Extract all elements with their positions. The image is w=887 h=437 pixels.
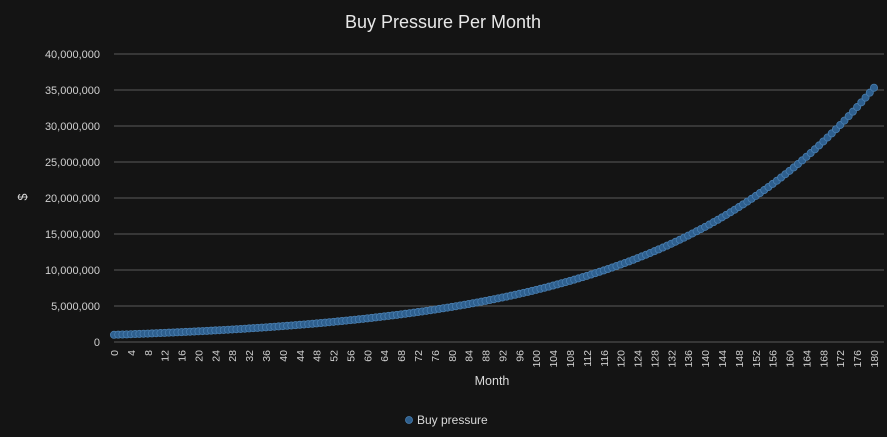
x-tick-label: 44 bbox=[295, 350, 307, 362]
x-tick-label: 136 bbox=[683, 350, 695, 368]
x-tick-label: 164 bbox=[801, 350, 813, 368]
x-tick-label: 140 bbox=[700, 350, 712, 368]
x-tick-label: 176 bbox=[852, 350, 864, 368]
x-tick-label: 88 bbox=[481, 350, 493, 362]
x-tick-label: 16 bbox=[177, 350, 189, 362]
y-tick-label: 20,000,000 bbox=[45, 193, 100, 205]
x-tick-label: 104 bbox=[548, 350, 560, 368]
x-tick-label: 120 bbox=[616, 350, 628, 368]
y-axis-label: $ bbox=[16, 193, 30, 200]
x-tick-label: 112 bbox=[582, 350, 594, 367]
x-tick-label: 160 bbox=[785, 350, 797, 368]
x-tick-label: 152 bbox=[751, 350, 763, 368]
x-tick-label: 40 bbox=[278, 350, 290, 362]
x-tick-label: 32 bbox=[244, 350, 256, 362]
x-tick-label: 132 bbox=[666, 350, 678, 368]
gridlines bbox=[114, 53, 884, 343]
x-tick-label: 124 bbox=[633, 350, 645, 368]
y-tick-label: 30,000,000 bbox=[45, 121, 100, 133]
legend-label: Buy pressure bbox=[417, 413, 488, 427]
legend: Buy pressure bbox=[405, 413, 488, 427]
x-tick-label: 4 bbox=[126, 350, 138, 356]
x-tick-label: 180 bbox=[869, 350, 881, 368]
x-tick-label: 108 bbox=[565, 350, 577, 368]
x-tick-label: 128 bbox=[649, 350, 661, 368]
y-tick-label: 25,000,000 bbox=[45, 157, 100, 169]
y-tick-label: 40,000,000 bbox=[45, 49, 100, 61]
x-tick-label: 12 bbox=[160, 350, 172, 362]
x-tick-label: 84 bbox=[464, 350, 476, 362]
y-tick-label: 0 bbox=[94, 337, 100, 349]
x-tick-label: 52 bbox=[329, 350, 341, 362]
x-tick-label: 72 bbox=[413, 350, 425, 362]
x-tick-label: 28 bbox=[227, 350, 239, 362]
data-point bbox=[865, 88, 874, 97]
x-tick-label: 116 bbox=[599, 350, 611, 367]
x-tick-label: 156 bbox=[768, 350, 780, 368]
x-tick-label: 0 bbox=[109, 350, 121, 356]
x-tick-label: 96 bbox=[514, 350, 526, 362]
x-tick-label: 8 bbox=[143, 350, 155, 356]
data-points bbox=[110, 83, 879, 339]
y-tick-label: 15,000,000 bbox=[45, 229, 100, 241]
y-tick-label: 35,000,000 bbox=[45, 85, 100, 97]
x-tick-label: 144 bbox=[717, 350, 729, 368]
x-tick-label: 24 bbox=[210, 350, 222, 362]
x-axis-label: Month bbox=[475, 374, 510, 388]
x-tick-label: 48 bbox=[312, 350, 324, 362]
y-tick-label: 10,000,000 bbox=[45, 265, 100, 277]
x-tick-label: 100 bbox=[531, 350, 543, 368]
x-tick-label: 36 bbox=[261, 350, 273, 362]
x-tick-label: 92 bbox=[497, 350, 509, 362]
x-tick-label: 56 bbox=[345, 350, 357, 362]
x-tick-label: 76 bbox=[430, 350, 442, 362]
x-tick-label: 148 bbox=[734, 350, 746, 368]
x-tick-label: 60 bbox=[362, 350, 374, 362]
x-tick-label: 168 bbox=[818, 350, 830, 368]
x-tick-label: 172 bbox=[835, 350, 847, 368]
legend-marker bbox=[405, 416, 413, 424]
x-tick-label: 80 bbox=[447, 350, 459, 362]
x-tick-label: 68 bbox=[396, 350, 408, 362]
x-tick-label: 64 bbox=[379, 350, 391, 362]
x-axis-ticks: 0 4 8 12 16 20 24 28 32 36 40 44 48 52 56 60 64 68 72 76 80 8… bbox=[109, 350, 881, 368]
y-axis-ticks: 0 5,000,000 10,000,000 15,000,000 20,000,000… bbox=[45, 49, 100, 349]
data-point bbox=[870, 83, 879, 92]
chart-title: Buy Pressure Per Month bbox=[345, 12, 541, 32]
x-tick-label: 20 bbox=[193, 350, 205, 362]
y-tick-label: 5,000,000 bbox=[51, 301, 100, 313]
